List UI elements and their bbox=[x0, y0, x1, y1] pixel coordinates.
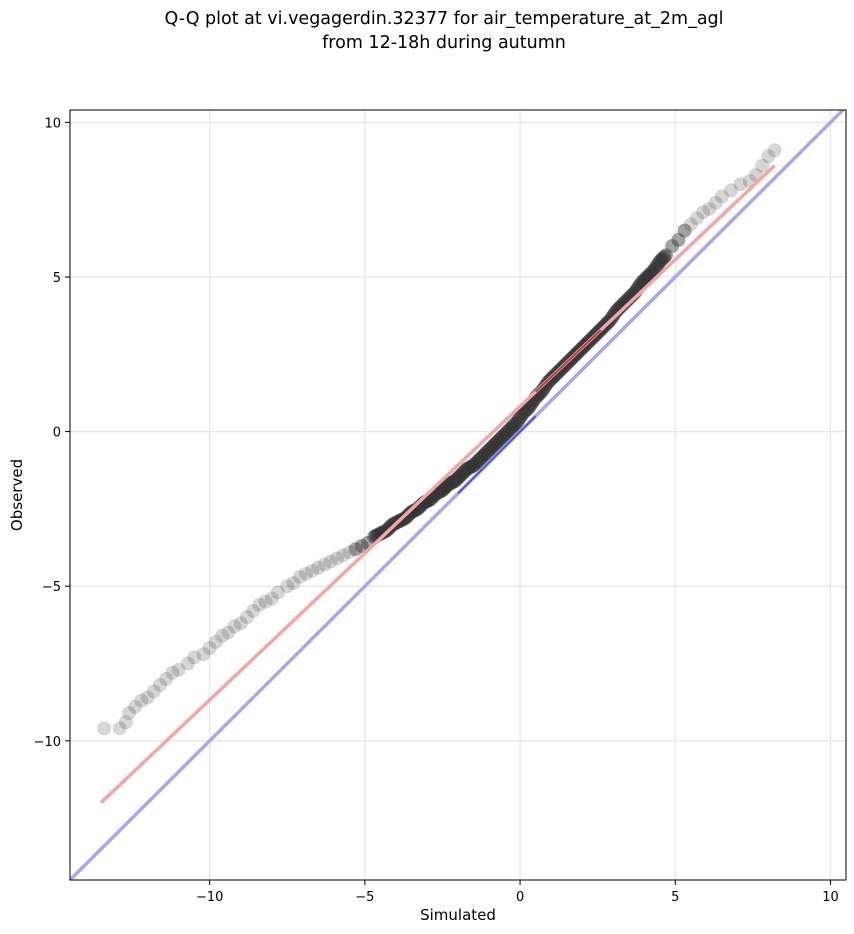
qq-point bbox=[252, 597, 267, 612]
qq-point bbox=[702, 201, 717, 216]
reference-lines bbox=[70, 110, 846, 880]
qq-point bbox=[112, 721, 127, 736]
x-axis-label: Simulated bbox=[420, 906, 496, 924]
qq-points bbox=[97, 143, 782, 736]
qq-point bbox=[264, 591, 279, 606]
qq-point bbox=[329, 551, 344, 566]
qq-point bbox=[196, 647, 211, 662]
qq-point bbox=[258, 594, 273, 609]
qq-point bbox=[714, 189, 729, 204]
qq-point bbox=[165, 665, 180, 680]
plot-area bbox=[70, 110, 846, 880]
y-tick-label: 0 bbox=[53, 426, 61, 441]
qq-point bbox=[153, 678, 168, 693]
qq-point bbox=[761, 149, 776, 164]
qq-point bbox=[208, 634, 223, 649]
qq-point bbox=[671, 232, 686, 247]
y-axis-ticks: −10 −5 0 5 10 bbox=[34, 116, 70, 750]
qq-point bbox=[323, 554, 338, 569]
qq-point bbox=[202, 641, 217, 656]
fit-line bbox=[99, 164, 776, 804]
y-axis-label: Observed bbox=[8, 459, 26, 531]
qq-point bbox=[733, 177, 748, 192]
qq-point bbox=[128, 699, 143, 714]
qq-point bbox=[146, 684, 161, 699]
x-axis-ticks: −10 −5 0 5 10 bbox=[196, 880, 839, 905]
qq-point bbox=[677, 223, 692, 238]
qq-point bbox=[159, 671, 174, 686]
qq-point bbox=[239, 610, 254, 625]
qq-point bbox=[280, 579, 295, 594]
qq-point bbox=[305, 563, 320, 578]
qq-point bbox=[755, 158, 770, 173]
qq-point bbox=[215, 628, 230, 643]
qq-point bbox=[311, 560, 326, 575]
qq-point bbox=[342, 545, 357, 560]
plot-frame bbox=[69, 109, 847, 881]
fit-line-center bbox=[534, 329, 602, 393]
qq-point bbox=[270, 585, 285, 600]
qq-point bbox=[292, 569, 307, 584]
qq-point bbox=[665, 239, 680, 254]
qq-point bbox=[221, 625, 236, 640]
qq-point bbox=[690, 211, 705, 226]
qq-point bbox=[317, 557, 332, 572]
qq-point bbox=[336, 548, 351, 563]
qq-point bbox=[767, 143, 782, 158]
qq-point bbox=[233, 616, 248, 631]
qq-point bbox=[171, 662, 186, 677]
qq-point bbox=[187, 650, 202, 665]
grid-lines bbox=[70, 110, 846, 880]
chart-title-line1: Q-Q plot at vi.vegagerdin.32377 for air_… bbox=[164, 9, 723, 29]
qq-point bbox=[354, 539, 369, 554]
qq-point bbox=[708, 195, 723, 210]
qq-point bbox=[348, 542, 363, 557]
qq-point bbox=[724, 183, 739, 198]
x-tick-label: 5 bbox=[671, 890, 679, 905]
y-tick-label: −10 bbox=[34, 735, 61, 750]
chart-title-line2: from 12-18h during autumn bbox=[322, 33, 566, 53]
qq-point bbox=[683, 217, 698, 232]
qq-point bbox=[696, 205, 711, 220]
qq-point bbox=[97, 721, 112, 736]
x-tick-label: −5 bbox=[355, 890, 374, 905]
qq-point bbox=[121, 706, 136, 721]
y-tick-label: −5 bbox=[42, 580, 61, 595]
x-tick-label: 10 bbox=[822, 890, 839, 905]
qq-point bbox=[118, 715, 133, 730]
y-tick-label: 10 bbox=[44, 116, 61, 131]
qq-point bbox=[286, 576, 301, 591]
identity-line-center bbox=[457, 415, 537, 495]
qq-point bbox=[227, 619, 242, 634]
qq-point bbox=[180, 656, 195, 671]
x-tick-label: −10 bbox=[196, 890, 223, 905]
qq-point bbox=[140, 690, 155, 705]
qq-point bbox=[298, 566, 313, 581]
qq-point bbox=[657, 249, 672, 264]
qq-point bbox=[134, 693, 149, 708]
qq-point bbox=[246, 603, 261, 618]
x-tick-label: 0 bbox=[516, 890, 524, 905]
y-tick-label: 5 bbox=[53, 271, 61, 286]
